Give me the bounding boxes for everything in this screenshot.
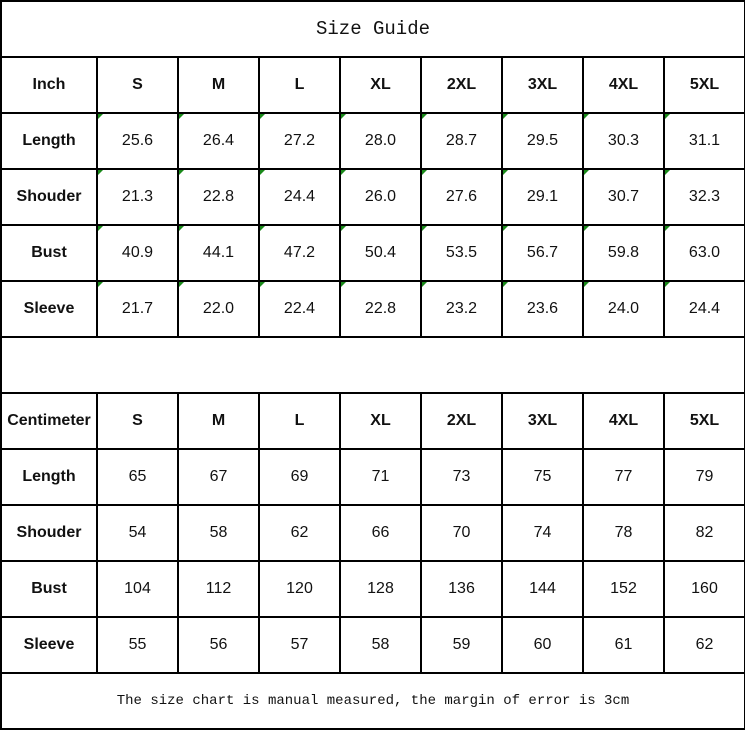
table-cell: 29.1 <box>503 170 584 226</box>
table-cell: 74 <box>503 506 584 562</box>
size-header-s: S <box>98 58 179 114</box>
table-cell: 25.6 <box>98 114 179 170</box>
table-cell: 59 <box>422 618 503 674</box>
size-header-xl: XL <box>341 394 422 450</box>
footer-note: The size chart is manual measured, the m… <box>2 674 745 730</box>
table-cell: 21.7 <box>98 282 179 338</box>
size-header-m: M <box>179 58 260 114</box>
unit-header: Inch <box>2 58 98 114</box>
table-cell: 152 <box>584 562 665 618</box>
size-header-3xl: 3XL <box>503 394 584 450</box>
table-cell: 59.8 <box>584 226 665 282</box>
size-header-l: L <box>260 394 341 450</box>
table-cell: 23.2 <box>422 282 503 338</box>
table-cell: 47.2 <box>260 226 341 282</box>
table-cell: 73 <box>422 450 503 506</box>
table-cell: 66 <box>341 506 422 562</box>
table-cell: 27.2 <box>260 114 341 170</box>
table-cell: 22.0 <box>179 282 260 338</box>
table-cell: 128 <box>341 562 422 618</box>
table-cell: 53.5 <box>422 226 503 282</box>
measure-label: Shouder <box>2 170 98 226</box>
table-cell: 22.8 <box>179 170 260 226</box>
table-cell: 62 <box>665 618 745 674</box>
measure-label: Bust <box>2 226 98 282</box>
table-cell: 77 <box>584 450 665 506</box>
table-cell: 28.7 <box>422 114 503 170</box>
table-cell: 55 <box>98 618 179 674</box>
table-cell: 31.1 <box>665 114 745 170</box>
table-cell: 112 <box>179 562 260 618</box>
size-header-xl: XL <box>341 58 422 114</box>
size-header-s: S <box>98 394 179 450</box>
table-cell: 21.3 <box>98 170 179 226</box>
table-cell: 56 <box>179 618 260 674</box>
measure-label: Length <box>2 114 98 170</box>
size-header-4xl: 4XL <box>584 394 665 450</box>
table-cell: 144 <box>503 562 584 618</box>
table-cell: 50.4 <box>341 226 422 282</box>
table-cell: 44.1 <box>179 226 260 282</box>
table-cell: 79 <box>665 450 745 506</box>
size-header-m: M <box>179 394 260 450</box>
measure-label: Shouder <box>2 506 98 562</box>
table-cell: 23.6 <box>503 282 584 338</box>
table-cell: 62 <box>260 506 341 562</box>
table-cell: 32.3 <box>665 170 745 226</box>
size-header-l: L <box>260 58 341 114</box>
table-cell: 71 <box>341 450 422 506</box>
table-cell: 58 <box>341 618 422 674</box>
size-header-5xl: 5XL <box>665 394 745 450</box>
table-cell: 27.6 <box>422 170 503 226</box>
table-cell: 28.0 <box>341 114 422 170</box>
table-cell: 54 <box>98 506 179 562</box>
size-header-2xl: 2XL <box>422 394 503 450</box>
table-cell: 61 <box>584 618 665 674</box>
table-cell: 22.8 <box>341 282 422 338</box>
table-cell: 67 <box>179 450 260 506</box>
table-cell: 69 <box>260 450 341 506</box>
table-cell: 30.3 <box>584 114 665 170</box>
measure-label: Bust <box>2 562 98 618</box>
measure-label: Sleeve <box>2 282 98 338</box>
table-cell: 82 <box>665 506 745 562</box>
table-cell: 26.0 <box>341 170 422 226</box>
table-cell: 75 <box>503 450 584 506</box>
table-cell: 70 <box>422 506 503 562</box>
size-header-2xl: 2XL <box>422 58 503 114</box>
measure-label: Length <box>2 450 98 506</box>
table-cell: 24.0 <box>584 282 665 338</box>
spacer-row <box>2 338 745 394</box>
measure-label: Sleeve <box>2 618 98 674</box>
table-cell: 40.9 <box>98 226 179 282</box>
table-cell: 104 <box>98 562 179 618</box>
table-cell: 26.4 <box>179 114 260 170</box>
table-cell: 60 <box>503 618 584 674</box>
table-cell: 160 <box>665 562 745 618</box>
size-header-5xl: 5XL <box>665 58 745 114</box>
table-cell: 56.7 <box>503 226 584 282</box>
table-title: Size Guide <box>2 2 745 58</box>
table-cell: 120 <box>260 562 341 618</box>
table-cell: 78 <box>584 506 665 562</box>
table-cell: 22.4 <box>260 282 341 338</box>
table-cell: 57 <box>260 618 341 674</box>
table-cell: 30.7 <box>584 170 665 226</box>
table-cell: 29.5 <box>503 114 584 170</box>
table-cell: 63.0 <box>665 226 745 282</box>
table-cell: 136 <box>422 562 503 618</box>
table-cell: 65 <box>98 450 179 506</box>
table-cell: 58 <box>179 506 260 562</box>
size-header-3xl: 3XL <box>503 58 584 114</box>
unit-header: Centimeter <box>2 394 98 450</box>
table-cell: 24.4 <box>665 282 745 338</box>
table-cell: 24.4 <box>260 170 341 226</box>
size-header-4xl: 4XL <box>584 58 665 114</box>
